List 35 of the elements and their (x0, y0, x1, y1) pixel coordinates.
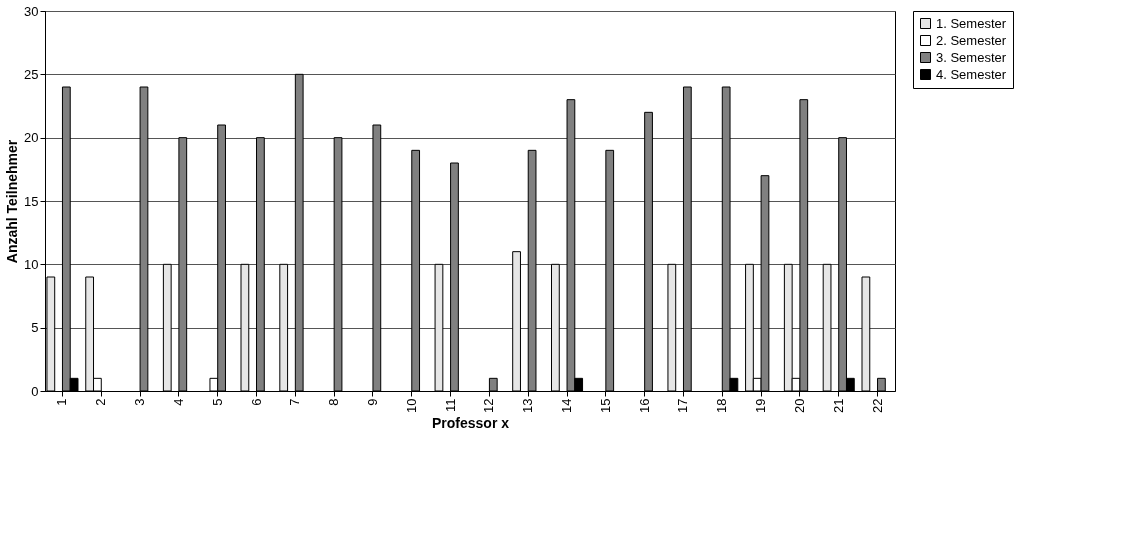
x-tick-label: 19 (753, 398, 769, 413)
x-tick-label: 9 (364, 398, 380, 406)
y-tick-label: 0 (31, 383, 39, 399)
x-tick-label: 8 (326, 398, 342, 406)
legend-label: 1. Semester (936, 15, 1007, 31)
x-tick-label: 6 (248, 398, 264, 406)
x-tick-label: 13 (520, 398, 536, 413)
x-tick-label: 4 (170, 398, 186, 406)
x-tick-label: 20 (791, 398, 807, 413)
x-tick-label: 5 (209, 398, 225, 406)
legend-label: 3. Semester (936, 49, 1007, 65)
legend-label: 2. Semester (936, 32, 1007, 48)
x-tick-label: 14 (559, 398, 575, 413)
y-tick-label: 5 (31, 320, 39, 336)
y-axis-title: Anzahl Teilnehmer (4, 139, 21, 264)
y-tick-label: 30 (24, 3, 39, 19)
y-tick-label: 10 (24, 256, 39, 272)
y-tick-label: 15 (24, 193, 39, 209)
x-tick-label: 16 (636, 398, 652, 413)
legend-label: 4. Semester (936, 66, 1007, 82)
x-tick-label: 18 (714, 398, 730, 413)
x-tick-label: 17 (675, 398, 691, 413)
y-tick-label: 20 (24, 130, 39, 146)
x-tick-label: 22 (869, 398, 885, 413)
x-tick-label: 7 (287, 398, 303, 406)
x-tick-label: 3 (132, 398, 148, 406)
x-tick-label: 21 (830, 398, 846, 413)
x-tick-label: 11 (442, 398, 458, 412)
x-tick-label: 1 (54, 398, 70, 406)
x-tick-label: 15 (597, 398, 613, 413)
x-tick-label: 12 (481, 398, 497, 413)
y-tick-label: 25 (24, 66, 39, 82)
x-axis-title: Professor x (431, 414, 510, 431)
x-tick-label: 10 (403, 398, 419, 413)
x-tick-label: 2 (93, 398, 109, 406)
